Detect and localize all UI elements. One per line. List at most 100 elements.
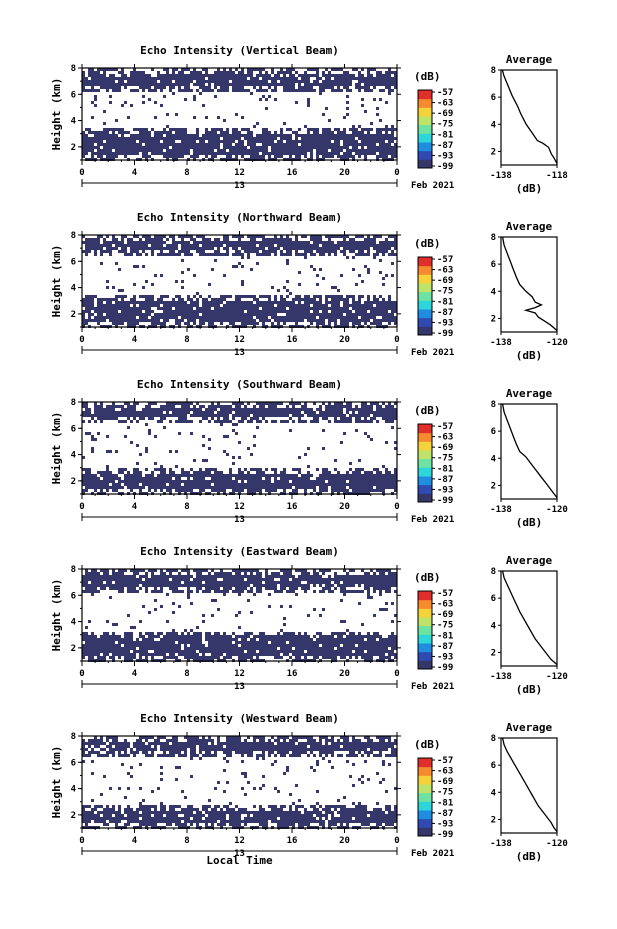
echo-cell: [181, 402, 184, 405]
echo-cell: [364, 411, 367, 414]
echo-cell: [289, 313, 292, 316]
echo-cell: [226, 143, 229, 146]
echo-cell: [337, 74, 340, 77]
echo-cell: [313, 68, 316, 71]
profile-x-label: (dB): [516, 349, 543, 362]
echo-cell: [256, 155, 259, 158]
echo-cell: [334, 408, 337, 411]
echo-cell: [313, 268, 316, 271]
echo-cell: [187, 405, 190, 408]
echo-cell: [385, 238, 388, 241]
echo-cell: [94, 104, 97, 107]
echo-cell: [304, 241, 307, 244]
echo-cell: [199, 420, 202, 423]
echo-cell: [331, 489, 334, 492]
echo-cell: [190, 298, 193, 301]
echo-cell: [301, 486, 304, 489]
echo-cell: [97, 134, 100, 137]
echo-cell: [346, 74, 349, 77]
echo-cell: [376, 235, 379, 238]
echo-cell: [202, 241, 205, 244]
echo-cell: [151, 238, 154, 241]
echo-cell: [340, 274, 343, 277]
echo-cell: [91, 247, 94, 250]
echo-cell: [271, 71, 274, 74]
echo-cell: [187, 480, 190, 483]
echo-cell: [340, 146, 343, 149]
echo-cell: [385, 310, 388, 313]
echo-cell: [376, 113, 379, 116]
echo-cell: [289, 137, 292, 140]
echo-cell: [298, 298, 301, 301]
echo-cell: [286, 301, 289, 304]
echo-cell: [100, 313, 103, 316]
echo-cell: [253, 322, 256, 325]
echo-cell: [382, 152, 385, 155]
echo-cell: [85, 572, 88, 575]
echo-cell: [217, 489, 220, 492]
echo-cell: [346, 89, 349, 92]
echo-cell: [124, 152, 127, 155]
echo-cell: [328, 247, 331, 250]
echo-cell: [181, 304, 184, 307]
echo-cell: [250, 477, 253, 480]
echo-cell: [142, 250, 145, 253]
echo-cell: [241, 301, 244, 304]
echo-cell: [85, 587, 88, 590]
echo-cell: [256, 80, 259, 83]
echo-cell: [154, 77, 157, 80]
echo-cell: [271, 152, 274, 155]
echo-cell: [382, 480, 385, 483]
echo-cell: [340, 235, 343, 238]
echo-cell: [193, 116, 196, 119]
echo-cell: [268, 140, 271, 143]
echo-cell: [103, 587, 106, 590]
echo-cell: [391, 426, 394, 429]
echo-cell: [361, 280, 364, 283]
echo-cell: [337, 140, 340, 143]
echo-cell: [88, 304, 91, 307]
echo-cell: [253, 304, 256, 307]
echo-cell: [343, 77, 346, 80]
echo-cell: [286, 128, 289, 131]
echo-cell: [175, 411, 178, 414]
echo-cell: [91, 238, 94, 241]
echo-cell: [157, 408, 160, 411]
echo-cell: [373, 402, 376, 405]
echo-cell: [91, 647, 94, 650]
echo-cell: [277, 155, 280, 158]
echo-cell: [112, 480, 115, 483]
echo-cell: [112, 146, 115, 149]
echo-cell: [112, 572, 115, 575]
echo-cell: [274, 74, 277, 77]
echo-cell: [88, 146, 91, 149]
echo-cell: [268, 77, 271, 80]
echo-cell: [292, 146, 295, 149]
echo-cell: [160, 152, 163, 155]
echo-cell: [262, 89, 265, 92]
echo-cell: [379, 489, 382, 492]
echo-cell: [262, 244, 265, 247]
echo-cell: [112, 247, 115, 250]
echo-cell: [148, 131, 151, 134]
echo-cell: [106, 307, 109, 310]
echo-cell: [364, 265, 367, 268]
echo-cell: [202, 486, 205, 489]
echo-cell: [82, 241, 85, 244]
echo-cell: [85, 301, 88, 304]
echo-cell: [193, 322, 196, 325]
echo-cell: [238, 483, 241, 486]
echo-cell: [115, 155, 118, 158]
echo-cell: [157, 86, 160, 89]
echo-cell: [331, 235, 334, 238]
echo-cell: [352, 304, 355, 307]
echo-cell: [313, 298, 316, 301]
echo-cell: [286, 486, 289, 489]
echo-cell: [346, 134, 349, 137]
echo-cell: [235, 405, 238, 408]
echo-cell: [178, 77, 181, 80]
echo-cell: [220, 89, 223, 92]
echo-cell: [340, 322, 343, 325]
echo-cell: [379, 259, 382, 262]
echo-cell: [229, 155, 232, 158]
